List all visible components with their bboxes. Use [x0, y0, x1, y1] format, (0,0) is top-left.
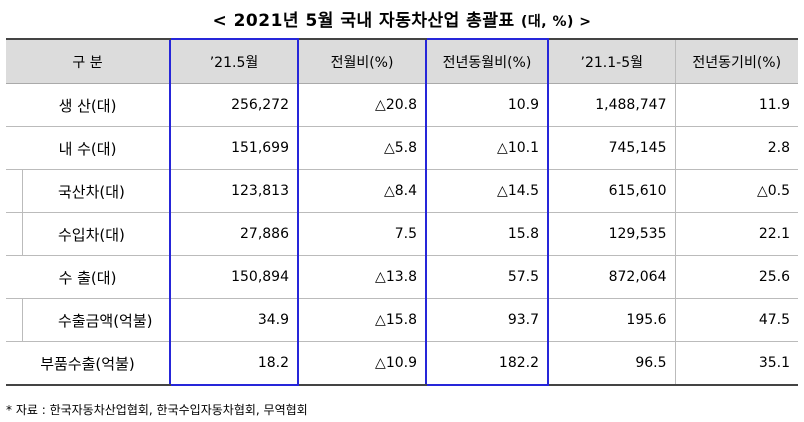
row-label: 수입차(대) [6, 212, 171, 256]
cell-mom: △15.8 [297, 298, 427, 342]
cell-mom: △20.8 [297, 83, 427, 127]
cell-jan-may-2021: 96.5 [547, 341, 676, 386]
row-label: 생 산(대) [6, 83, 171, 127]
row-label: 내 수(대) [6, 126, 171, 170]
cell-may-2021: 34.9 [169, 298, 299, 342]
cell-ytd-yoy: 47.5 [674, 298, 798, 342]
cell-jan-may-2021: 872,064 [547, 255, 676, 299]
cell-jan-may-2021: 745,145 [547, 126, 676, 170]
cell-ytd-yoy: 2.8 [674, 126, 798, 170]
cell-yoy: 93.7 [425, 298, 549, 342]
cell-ytd-yoy: 11.9 [674, 83, 798, 127]
source-note: * 자료 : 한국자동차산업협회, 한국수입자동차협회, 무역협회 [6, 403, 308, 417]
cell-may-2021: 18.2 [169, 341, 299, 386]
table-title: < 2021년 5월 국내 자동차산업 총괄표 (대, %) > [0, 6, 804, 31]
table-row: 수입차(대) 27,886 7.5 15.8 129,535 22.1 [6, 212, 798, 256]
cell-mom: 7.5 [297, 212, 427, 256]
cell-ytd-yoy: 35.1 [674, 341, 798, 386]
cell-mom: △5.8 [297, 126, 427, 170]
table-row: 수 출(대) 150,894 △13.8 57.5 872,064 25.6 [6, 255, 798, 299]
cell-jan-may-2021: 129,535 [547, 212, 676, 256]
cell-ytd-yoy: 22.1 [674, 212, 798, 256]
cell-yoy: 10.9 [425, 83, 549, 127]
row-label: 국산차(대) [6, 169, 171, 213]
header-category: 구 분 [6, 38, 171, 84]
cell-may-2021: 150,894 [169, 255, 299, 299]
cell-jan-may-2021: 1,488,747 [547, 83, 676, 127]
table-title-text: < 2021년 5월 국내 자동차산업 총괄표 [212, 11, 515, 31]
cell-mom: △8.4 [297, 169, 427, 213]
header-ytd-yoy: 전년동기비(%) [674, 38, 798, 84]
table-title-unit: (대, %) > [521, 14, 592, 30]
cell-mom: △10.9 [297, 341, 427, 386]
header-may-2021: ’21.5월 [169, 38, 299, 84]
table-row: 부품수출(억불) 18.2 △10.9 182.2 96.5 35.1 [6, 341, 798, 386]
table-row: 국산차(대) 123,813 △8.4 △14.5 615,610 △0.5 [6, 169, 798, 213]
header-yoy: 전년동월비(%) [425, 38, 549, 84]
cell-yoy: △10.1 [425, 126, 549, 170]
cell-may-2021: 256,272 [169, 83, 299, 127]
row-label: 수 출(대) [6, 255, 171, 299]
header-mom: 전월비(%) [297, 38, 427, 84]
row-label: 수출금액(억불) [6, 298, 171, 342]
cell-mom: △13.8 [297, 255, 427, 299]
cell-yoy: △14.5 [425, 169, 549, 213]
cell-may-2021: 151,699 [169, 126, 299, 170]
cell-jan-may-2021: 615,610 [547, 169, 676, 213]
cell-yoy: 182.2 [425, 341, 549, 386]
table-row: 내 수(대) 151,699 △5.8 △10.1 745,145 2.8 [6, 126, 798, 170]
header-jan-may-2021: ’21.1-5월 [547, 38, 676, 84]
summary-table: 구 분 ’21.5월 전월비(%) 전년동월비(%) ’21.1-5월 전년동기… [6, 38, 798, 386]
table-row: 생 산(대) 256,272 △20.8 10.9 1,488,747 11.9 [6, 83, 798, 127]
cell-yoy: 15.8 [425, 212, 549, 256]
table-row: 수출금액(억불) 34.9 △15.8 93.7 195.6 47.5 [6, 298, 798, 342]
cell-ytd-yoy: 25.6 [674, 255, 798, 299]
cell-jan-may-2021: 195.6 [547, 298, 676, 342]
cell-yoy: 57.5 [425, 255, 549, 299]
cell-may-2021: 27,886 [169, 212, 299, 256]
row-label: 부품수출(억불) [6, 341, 171, 386]
header-row: 구 분 ’21.5월 전월비(%) 전년동월비(%) ’21.1-5월 전년동기… [6, 38, 798, 84]
cell-ytd-yoy: △0.5 [674, 169, 798, 213]
cell-may-2021: 123,813 [169, 169, 299, 213]
